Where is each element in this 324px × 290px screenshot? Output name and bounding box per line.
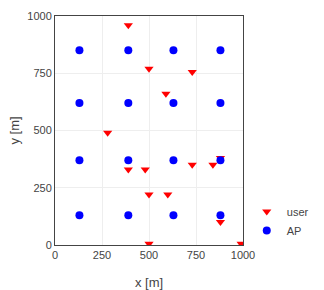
svg-text:y [m]: y [m] [7, 116, 22, 144]
svg-text:500: 500 [140, 249, 158, 261]
svg-text:250: 250 [93, 249, 111, 261]
svg-text:0: 0 [52, 249, 58, 261]
svg-text:0: 0 [46, 239, 52, 251]
svg-text:500: 500 [33, 124, 51, 136]
svg-text:750: 750 [187, 249, 205, 261]
svg-text:1000: 1000 [231, 249, 255, 261]
svg-text:AP: AP [287, 225, 302, 237]
svg-text:x [m]: x [m] [135, 275, 163, 290]
svg-text:1000: 1000 [27, 10, 51, 22]
svg-text:250: 250 [33, 182, 51, 194]
svg-text:user: user [287, 206, 309, 218]
svg-text:750: 750 [33, 67, 51, 79]
